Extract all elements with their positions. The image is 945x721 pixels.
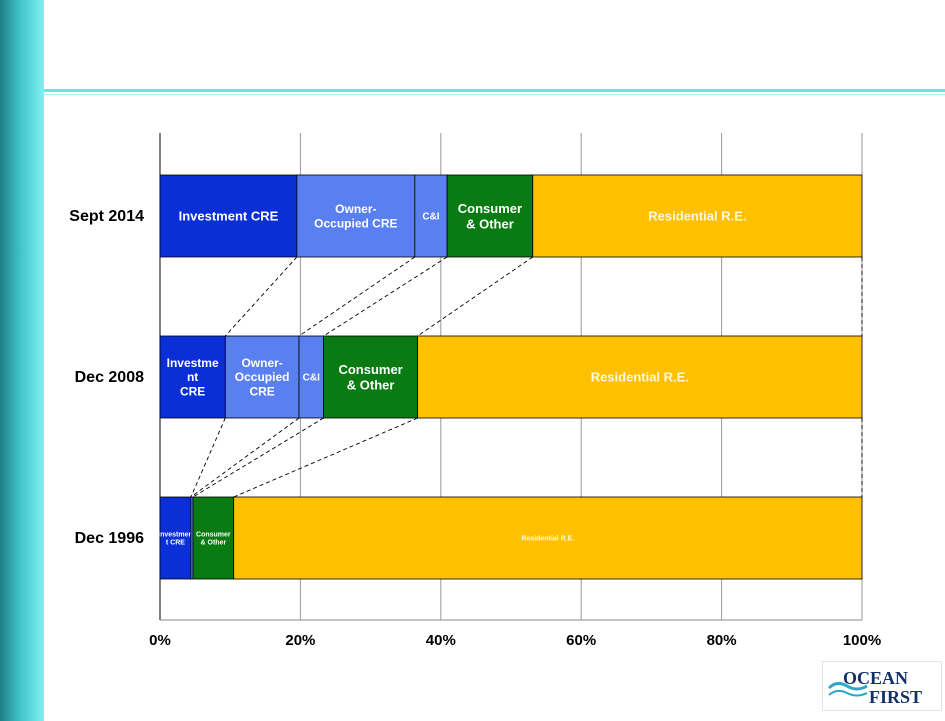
connector-line <box>233 417 418 498</box>
bar-label: Residential R.E. <box>521 535 574 542</box>
x-tick-label: 80% <box>707 632 737 649</box>
bar-segment <box>159 335 226 419</box>
svg-text:FIRST: FIRST <box>869 687 922 707</box>
bar-segment <box>323 335 419 419</box>
oceanfirst-logo: OCEAN FIRST <box>822 661 942 711</box>
bar-segment <box>224 335 300 419</box>
sidebar-gradient <box>0 0 44 721</box>
bar-label: Owner-Occupied CRE <box>235 356 290 399</box>
x-tick-label: 0% <box>149 632 171 649</box>
connector-line <box>298 256 416 337</box>
bar-label: Residential R.E. <box>648 209 746 224</box>
x-tick-label: 100% <box>843 632 881 649</box>
bar-segment <box>159 174 298 258</box>
bar-label: Investme nt CRE <box>167 356 219 399</box>
connector-line <box>417 256 534 337</box>
bar-segment <box>446 174 534 258</box>
header-rule-thin <box>44 94 945 95</box>
bar-label: Owner-Occupied CRE <box>314 202 397 230</box>
x-tick-label: 20% <box>285 632 315 649</box>
x-tick-label: 60% <box>566 632 596 649</box>
bar-segment <box>414 174 448 258</box>
bar-label: Investment CRE <box>179 209 279 224</box>
category-label: Dec 2008 <box>75 369 144 386</box>
bar-label: C&I <box>422 212 439 223</box>
bar-segment <box>233 496 863 580</box>
connector-line <box>190 417 226 498</box>
bar-segment <box>298 335 324 419</box>
bar-label: C&I <box>303 373 320 384</box>
category-label: Sept 2014 <box>69 208 144 225</box>
bar-label: Consumer & Other <box>338 362 402 393</box>
bar-label: Consumer & Other <box>458 201 522 232</box>
bar-segment <box>159 496 192 580</box>
connector-line <box>224 256 298 337</box>
bar-segment <box>417 335 863 419</box>
svg-text:OCEAN: OCEAN <box>843 668 908 688</box>
x-tick-label: 40% <box>426 632 456 649</box>
category-label: Dec 1996 <box>75 530 144 547</box>
connector-line <box>323 256 448 337</box>
bar-label: Residential R.E. <box>591 370 689 385</box>
connector-line <box>192 417 324 498</box>
header-rule <box>44 89 945 92</box>
bar-label: Consumer & Other <box>196 531 231 546</box>
bar-segment <box>532 174 863 258</box>
connector-line <box>190 417 300 498</box>
bar-segment <box>296 174 416 258</box>
